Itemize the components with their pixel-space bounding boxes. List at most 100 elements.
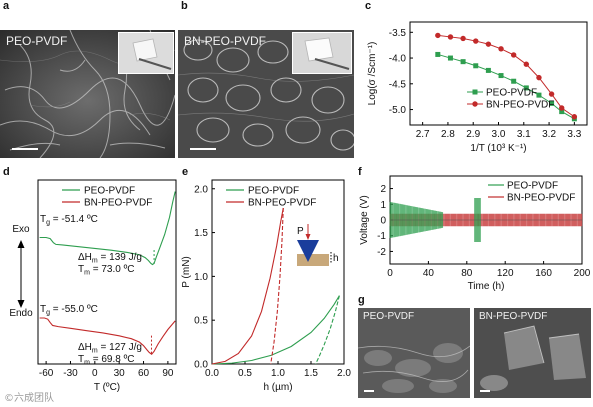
sample-photo	[118, 32, 174, 74]
data-point	[447, 34, 454, 40]
y-tick-label: -2	[377, 247, 386, 258]
data-point	[523, 85, 529, 91]
y-tick-label: 1.0	[194, 272, 208, 283]
x-tick-label: 60	[138, 368, 150, 379]
data-point	[548, 91, 555, 97]
legend-label: PEO-PVDF	[486, 88, 537, 99]
x-tick-label: 2.7	[416, 129, 430, 140]
data-point	[511, 78, 517, 84]
data-point	[536, 74, 542, 81]
sem-image: PEO-PVDF	[0, 30, 175, 158]
y-tick-label: -4.0	[389, 54, 407, 65]
y-tick-label: -1	[377, 231, 386, 242]
y-tick-label: 0	[380, 216, 386, 227]
y-axis-label: Log(σ /Scm⁻¹)	[367, 42, 378, 106]
scale-bar	[480, 390, 490, 392]
data-point	[447, 55, 453, 61]
legend-label: BN-PEO-PVDF	[507, 193, 575, 204]
panel-label: b	[181, 0, 188, 12]
y-tick-label: 2.0	[194, 184, 208, 195]
unloading-curve	[270, 208, 284, 365]
legend-label: PEO-PVDF	[248, 186, 299, 197]
data-point	[485, 67, 491, 73]
unloading-curve	[315, 295, 340, 365]
panel-label: a	[3, 0, 10, 12]
annotation: Tg = -55.0 ºC	[40, 304, 98, 317]
data-point	[571, 114, 578, 120]
data-point	[473, 38, 479, 44]
y-tick-label: -3.5	[389, 28, 407, 39]
x-tick-label: 3.0	[492, 129, 506, 140]
sem-image-right: BN-PEO-PVDF	[474, 308, 591, 398]
data-point	[536, 92, 542, 98]
sem-caption: PEO-PVDF	[363, 311, 415, 322]
legend-marker	[472, 89, 478, 95]
y-tick-label: 0.5	[194, 316, 208, 327]
y-axis-label: P (mN)	[181, 256, 192, 287]
data-point	[460, 59, 466, 65]
x-tick-label: 3.3	[567, 129, 581, 140]
panel-d: d -60 -30 0 30 60 90 T (ºC) Exo Endo PEO-PVDF BN-P…	[0, 166, 180, 396]
legend-label: PEO-PVDF	[84, 186, 135, 197]
data-point	[549, 100, 555, 106]
sem-caption: BN-PEO-PVDF	[479, 311, 548, 322]
scale-bar	[364, 390, 374, 392]
scale-bar	[12, 148, 38, 150]
y-tick-label: 1	[380, 200, 386, 211]
data-point	[485, 41, 492, 47]
sample-photo	[292, 32, 352, 74]
chart-dsc: -60 -30 0 30 60 90 T (ºC) Exo Endo PEO-PVDFBN-PEO…	[9, 179, 177, 393]
sem-caption: BN-PEO-PVDF	[184, 34, 267, 48]
x-tick-label: 1.0	[271, 368, 285, 379]
data-point	[498, 73, 504, 79]
x-tick-label: -30	[63, 368, 78, 379]
data-point	[473, 63, 479, 69]
annotation: ΔHm = 127 J/g	[78, 342, 142, 355]
legend-label: BN-PEO-PVDF	[248, 198, 316, 209]
watermark: ©六成团队	[4, 393, 54, 404]
annotation: Tg = -51.4 ºC	[40, 214, 98, 227]
x-tick-label: 0.5	[238, 368, 252, 379]
x-axis-label: 1/T (10³ K⁻¹)	[470, 143, 526, 154]
indenter-icon	[297, 240, 319, 262]
x-tick-label: 0	[92, 368, 98, 379]
data-point	[435, 32, 441, 39]
arrow-up-icon	[17, 240, 25, 248]
panel-c: c 2.7 2.8 2.9 3.0 3.1 3.2 3.3 -3.5 -4.0 -4.5 -5.0 1…	[365, 0, 593, 160]
x-tick-label: 200	[574, 268, 591, 279]
x-tick-label: 1.5	[304, 368, 318, 379]
panel-b: b BN-PEO-PVDF	[178, 0, 358, 160]
data-point	[559, 109, 565, 115]
x-tick-label: -60	[39, 368, 54, 379]
panel-label: c	[365, 0, 372, 12]
loading-curve	[211, 207, 284, 365]
sem-image: BN-PEO-PVDF	[178, 30, 354, 158]
sem-image-left: PEO-PVDF	[358, 308, 470, 398]
panel-e: e 0.0 0.5 1.0 1.5 2.0 0.0 0.5 1.0 1.5 2.0 h (µm) P …	[180, 166, 358, 396]
inset-p-label: P	[297, 226, 304, 237]
data-point	[435, 51, 441, 57]
x-tick-label: 160	[535, 268, 552, 279]
series-line	[39, 317, 176, 355]
chart-cycling: 0 40 80 120 160 200 -2 -1 0 1 2 Time (h) Voltage (V)…	[359, 175, 591, 292]
x-axis-label: h (µm)	[263, 382, 292, 393]
panel-label: g	[358, 294, 365, 306]
data-point	[498, 46, 504, 52]
annotation: ΔHm = 139 J/g	[78, 252, 142, 265]
y-tick-label: -5.0	[389, 105, 407, 116]
x-tick-label: 3.2	[542, 129, 556, 140]
inset-h-label: h	[333, 253, 339, 264]
x-tick-label: 2.9	[466, 129, 480, 140]
legend-label: BN-PEO-PVDF	[84, 198, 152, 209]
sem-caption: PEO-PVDF	[6, 34, 68, 48]
panel-a: a	[0, 0, 178, 160]
x-tick-label: 0.0	[205, 368, 219, 379]
series-line	[39, 191, 176, 266]
exo-label: Exo	[12, 224, 30, 235]
chart-conductivity: 2.7 2.8 2.9 3.0 3.1 3.2 3.3 -3.5 -4.0 -4.5 -5.0 1/T…	[367, 21, 588, 154]
legend-label: BN-PEO-PVDF	[486, 100, 554, 111]
arrow-down-icon	[17, 300, 25, 308]
x-tick-label: 0	[387, 268, 393, 279]
arrow-down-icon	[305, 234, 311, 240]
panel-label: e	[182, 166, 189, 178]
